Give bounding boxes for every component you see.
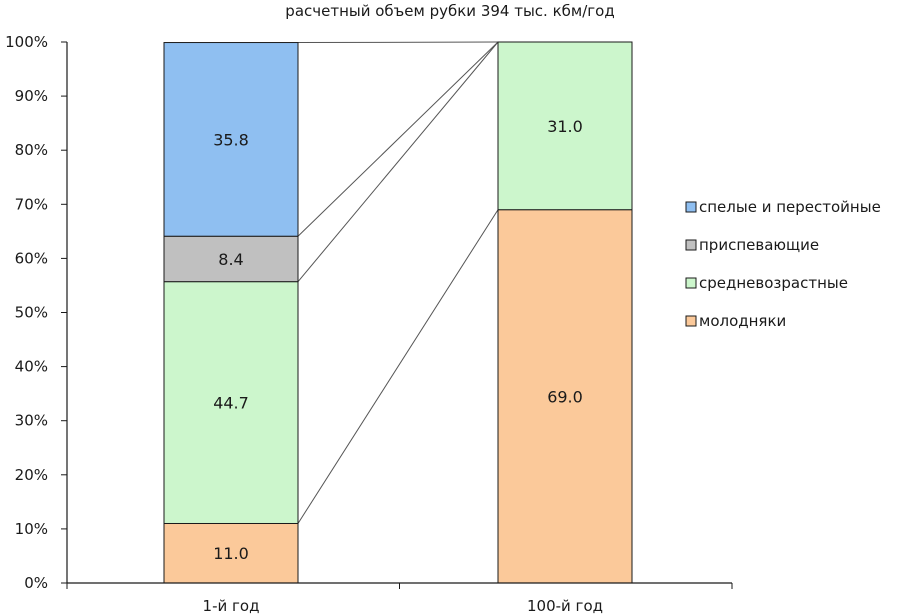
data-label-средневозрастные-2: 31.0: [547, 117, 583, 136]
bars: [163, 41, 633, 584]
series-line-спелые-и-перестойные: [297, 41, 499, 44]
bar-молодняки-1: [163, 522, 299, 584]
legend-swatch-приспевающие: [685, 239, 697, 251]
y-tick-label: 70%: [15, 195, 48, 213]
y-tick-label: 30%: [15, 412, 48, 430]
legend-label-спелые-и-перестойные: спелые и перестойные: [699, 198, 881, 216]
x-tick-label: 1-й год: [203, 597, 260, 615]
data-labels: 11.0 44.7 8.4 35.8 69.0 31.0: [213, 117, 583, 563]
y-tick-label: 50%: [15, 304, 48, 322]
series-line-средневозрастные: [297, 41, 499, 282]
y-tick-label: 60%: [15, 249, 48, 267]
chart-title: расчетный объем рубки 394 тыс. кбм/год: [285, 2, 614, 20]
bar-средневозрастные-1: [163, 281, 299, 524]
series-line-молодняки: [297, 209, 499, 524]
legend-swatch-средневозрастные: [685, 277, 697, 289]
bar-спелые-и-перестойные-1: [163, 42, 299, 237]
y-tick-label: 80%: [15, 141, 48, 159]
legend: спелые и перестойные приспевающие среднево…: [685, 198, 881, 330]
data-label-спелые-и-перестойные-1: 35.8: [213, 130, 249, 149]
data-label-средневозрастные-1: 44.7: [213, 394, 249, 413]
axes: 0% 10% 20% 30% 40% 50% 60% 70% 80% 90% 100% 1-й год…: [5, 33, 733, 615]
data-label-приспевающие-1: 8.4: [218, 250, 243, 269]
y-tick-label: 40%: [15, 358, 48, 376]
y-tick-label: 90%: [15, 87, 48, 105]
bar-средневозрастные-2: [497, 41, 633, 211]
series-line-приспевающие: [297, 41, 499, 237]
x-tick-label: 100-й год: [527, 597, 603, 615]
y-tick-label: 10%: [15, 520, 48, 538]
data-label-молодняки-1: 11.0: [213, 544, 249, 563]
legend-label-молодняки: молодняки: [699, 312, 786, 330]
bar-молодняки-2: [497, 209, 633, 584]
legend-swatch-спелые-и-перестойные: [685, 201, 697, 213]
data-label-молодняки-2: 69.0: [547, 387, 583, 406]
legend-swatch-молодняки: [685, 315, 697, 327]
y-tick-label: 20%: [15, 466, 48, 484]
y-tick-label: 0%: [24, 574, 48, 592]
legend-label-средневозрастные: средневозрастные: [699, 274, 848, 292]
legend-label-приспевающие: приспевающие: [699, 236, 819, 254]
series-connector-lines: [297, 41, 499, 524]
y-tick-label: 100%: [5, 33, 48, 51]
